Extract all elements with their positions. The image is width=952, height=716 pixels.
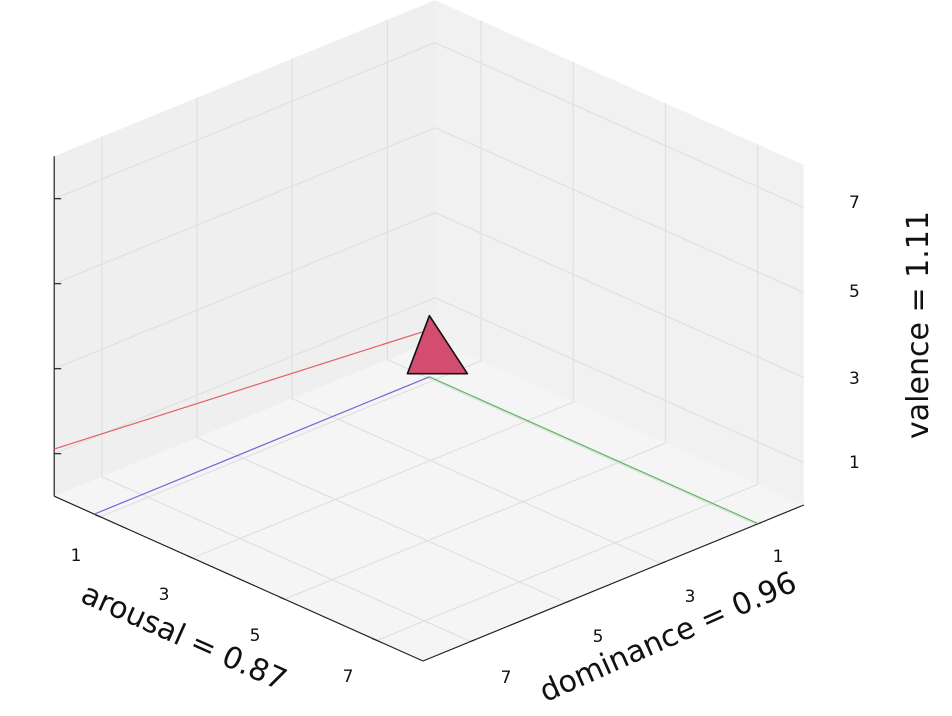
z-tick-label: 3 (849, 369, 860, 389)
x-tick-label: 5 (250, 626, 261, 646)
valence-projection-line (54, 329, 430, 450)
gridline-valence-right (53, 127, 436, 285)
z-tick-label: 1 (849, 453, 860, 473)
arousal-tick-mark (95, 514, 101, 518)
dominance-tick-mark (565, 599, 572, 604)
gridline-valence-left (434, 42, 805, 209)
z-tick-label: 5 (849, 282, 860, 302)
y-tick-label: 5 (593, 627, 604, 647)
arousal-projection-line (94, 376, 430, 515)
y-tick-label: 7 (501, 668, 512, 688)
grid-lines (53, 19, 805, 643)
gridline-arousal-floor (376, 483, 758, 641)
gridline-valence-right (53, 42, 436, 200)
dominance-projection-line (429, 376, 759, 525)
gridline-valence-left (434, 297, 805, 464)
gridline-dominance-floor (291, 398, 662, 565)
gridline-dominance-floor (387, 359, 757, 526)
gridline-arousal-floor (100, 360, 482, 518)
arousal-tick-mark (371, 637, 378, 641)
x-tick-label: 1 (71, 546, 82, 566)
left-wall-pane (435, 0, 804, 505)
dominance-tick-mark (470, 638, 476, 643)
z-tick-label: 7 (849, 193, 860, 213)
gridline-valence-left (434, 212, 805, 379)
y-tick-label: 3 (685, 587, 696, 607)
axes-panes (54, 0, 804, 661)
gridline-arousal-floor (284, 442, 666, 600)
gridline-valence-right (53, 212, 436, 370)
x-tick-label: 3 (159, 585, 170, 605)
data-point-marker (406, 314, 469, 375)
arousal-tick-mark (279, 596, 285, 600)
gridline-dominance-floor (196, 437, 567, 604)
dominance-tick-mark (755, 521, 762, 526)
gridline-valence-right (53, 297, 436, 455)
x-tick-label: 7 (343, 667, 354, 687)
gridline-dominance-floor (101, 476, 471, 643)
data-markers (406, 314, 469, 375)
floor-pane (54, 340, 804, 661)
axis-edges (53, 156, 805, 662)
tick-marks (54, 198, 762, 643)
dominance-axis-line (53, 495, 424, 662)
z-axis-label: valence = 1.11 (901, 211, 936, 439)
gridline-valence-left (434, 127, 805, 294)
arousal-axis-line (422, 504, 805, 662)
arousal-tick-mark (187, 555, 193, 559)
projection-lines (54, 329, 759, 525)
dominance-tick-mark (660, 560, 667, 565)
gridline-arousal-floor (192, 401, 574, 559)
y-tick-label: 1 (773, 547, 784, 567)
right-wall-pane (54, 0, 435, 497)
